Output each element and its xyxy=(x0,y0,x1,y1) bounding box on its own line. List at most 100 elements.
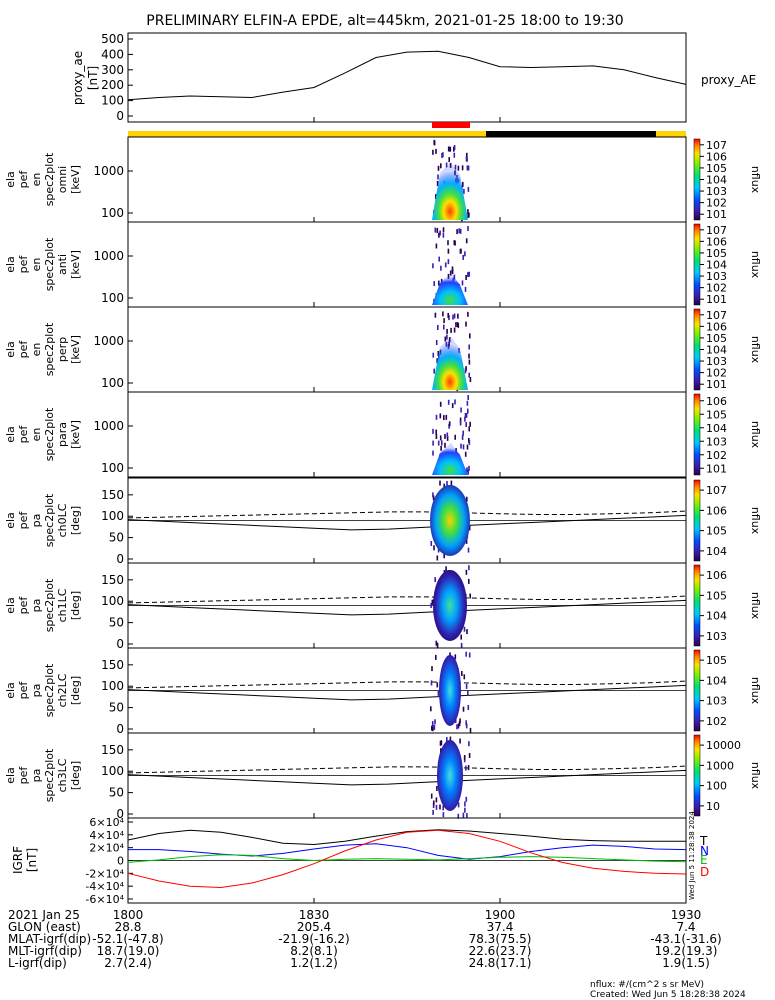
spec-pixel xyxy=(469,377,472,382)
spec-pixel xyxy=(437,325,439,330)
spec-panel-ylabel-6: [keV] xyxy=(69,420,82,449)
pa-pixel xyxy=(465,569,468,575)
spec-pixel xyxy=(465,422,467,427)
pa-pixel xyxy=(464,801,466,807)
pa-panel-colorbar-tick-label: 104 xyxy=(706,545,727,558)
igrf-line-T xyxy=(127,829,686,846)
spec-panel-colorbar-tick-label: 102 xyxy=(706,282,727,295)
spec-pixel xyxy=(468,344,470,350)
spec-panel-colorbar-tick-label: 104 xyxy=(706,259,727,272)
spec-pixel xyxy=(466,467,468,473)
spec-panel-colorbar-tick-label: 107 xyxy=(706,224,727,237)
spec-pixel xyxy=(451,269,454,275)
spec-panel-ylabel-5: anti xyxy=(56,254,69,275)
footer-row-value: 1900 xyxy=(485,908,516,922)
spec-pixel xyxy=(453,152,456,158)
spec-pixel xyxy=(460,407,462,413)
ephemeris-yellow-bar-2 xyxy=(656,131,686,137)
spec-panel-ylabel-5: para xyxy=(56,422,69,447)
spec-pixel xyxy=(436,358,438,364)
proxy-ae-series-label: proxy_AE xyxy=(701,73,756,87)
spec-panel-ylabel-5: omni xyxy=(56,166,69,193)
igrf-legend-n: N xyxy=(700,844,709,858)
pa-panel-colorbar-tick-label: 104 xyxy=(706,610,727,623)
pa-panel-colorbar-label: nflux xyxy=(749,677,762,705)
pa-pixel xyxy=(436,642,439,648)
spec-pixel xyxy=(456,322,459,327)
spec-panel-colorbar-tick-label: 103 xyxy=(706,270,727,283)
spec-panel-colorbar-label: nflux xyxy=(749,421,762,449)
igrf-line-N xyxy=(128,843,687,860)
spec-pixel xyxy=(466,400,469,406)
spec-panel-colorbar-tick-label: 106 xyxy=(706,150,727,163)
ephemeris-footer: 2021 Jan 25 1800 1830 1900 1930 GLON (east) 28… xyxy=(8,908,722,970)
spec-pixel xyxy=(468,439,471,445)
ephemeris-yellow-bar-1 xyxy=(128,131,486,137)
spec-pixel xyxy=(439,413,442,419)
spec-pixel xyxy=(467,226,469,231)
pa-panel-ylabel-6: [deg] xyxy=(69,591,82,620)
spec-pixel xyxy=(466,444,469,450)
spec-panel-ylabel-2: pef xyxy=(17,170,30,189)
spec-panel-colorbar-tick-label: 106 xyxy=(706,320,727,333)
spec-pixel xyxy=(437,350,440,356)
spec-pixel xyxy=(433,368,435,374)
loss-cone-line xyxy=(127,684,687,701)
pa-panel-ch2LC: 0 50 100 150 ela pef pa spec2plot ch2LC [deg] 102 1… xyxy=(4,647,762,736)
spec-pixel xyxy=(448,157,450,163)
footer-row-value: 8.2(8.1) xyxy=(290,944,338,958)
spec-pixel xyxy=(464,368,467,374)
spec-pixel xyxy=(462,444,465,450)
pa-panel-ylabel-6: [deg] xyxy=(69,506,82,535)
footer-row-value: 19.2(19.3) xyxy=(655,944,718,958)
pa-panel-colorbar-tick-label: 10 xyxy=(706,800,720,813)
spec-pixel xyxy=(451,403,454,409)
pa-pixel xyxy=(437,547,440,553)
igrf-line-E xyxy=(127,854,687,863)
pa-ytick-label: 0 xyxy=(116,807,124,821)
spec-pixel xyxy=(432,149,434,155)
pa-pixel xyxy=(436,786,438,791)
pa-pixel xyxy=(436,682,439,688)
spec-pixel xyxy=(447,312,449,318)
igrf-side-stamp: Wed Jun 5 11:28:38 2024 xyxy=(688,811,696,900)
pa-panel-colorbar-tick-label: 102 xyxy=(706,715,727,728)
spec-panel-ylabel-3: en xyxy=(30,428,43,442)
pa-pixel xyxy=(450,480,453,486)
spec-pixel xyxy=(441,440,443,446)
x-ticks xyxy=(127,117,687,903)
pa-panel-colorbar-tick-label: 1000 xyxy=(706,759,734,772)
footer-row-label: L-igrf(dip) xyxy=(8,956,67,970)
spec-pixel xyxy=(453,145,456,150)
spec-pixel xyxy=(432,450,434,456)
pa-panel-colorbar-tick-label: 10000 xyxy=(706,739,741,752)
spec-pixel xyxy=(460,443,462,449)
pa-panel-colorbar-tick-label: 105 xyxy=(706,589,727,602)
footer-row-value: 22.6(23.7) xyxy=(469,944,532,958)
spec-pixel xyxy=(467,209,469,215)
spec-pixel xyxy=(433,281,435,287)
spec-pixel xyxy=(467,272,469,278)
spec-panel-ylabel-2: pef xyxy=(17,425,30,444)
spec-ytick-label: 1000 xyxy=(93,249,124,263)
spec-pixel xyxy=(453,327,456,333)
footer-row-label: MLAT-igrf(dip) xyxy=(8,932,91,946)
pa-pixel xyxy=(435,804,438,810)
spec-pixel xyxy=(468,372,470,378)
proxy-ae-ytick-label: 200 xyxy=(101,78,124,92)
spec-pixel xyxy=(454,240,456,246)
pa-ytick-label: 100 xyxy=(101,594,124,608)
spec-pixel xyxy=(461,165,464,171)
spec-pixel xyxy=(460,248,462,254)
pa-ytick-label: 50 xyxy=(109,786,124,800)
proxy-ae-line xyxy=(127,50,687,101)
spec-panel-ylabel-5: perp xyxy=(56,337,69,362)
spec-pixel xyxy=(432,352,435,358)
spec-pixel xyxy=(466,156,468,162)
spec-pixel xyxy=(465,238,468,244)
spec-pixel xyxy=(467,165,470,171)
pa-pixel xyxy=(465,765,467,771)
pa-panel-ylabel-4: spec2plot xyxy=(43,493,56,547)
pa-pixel xyxy=(469,593,471,599)
